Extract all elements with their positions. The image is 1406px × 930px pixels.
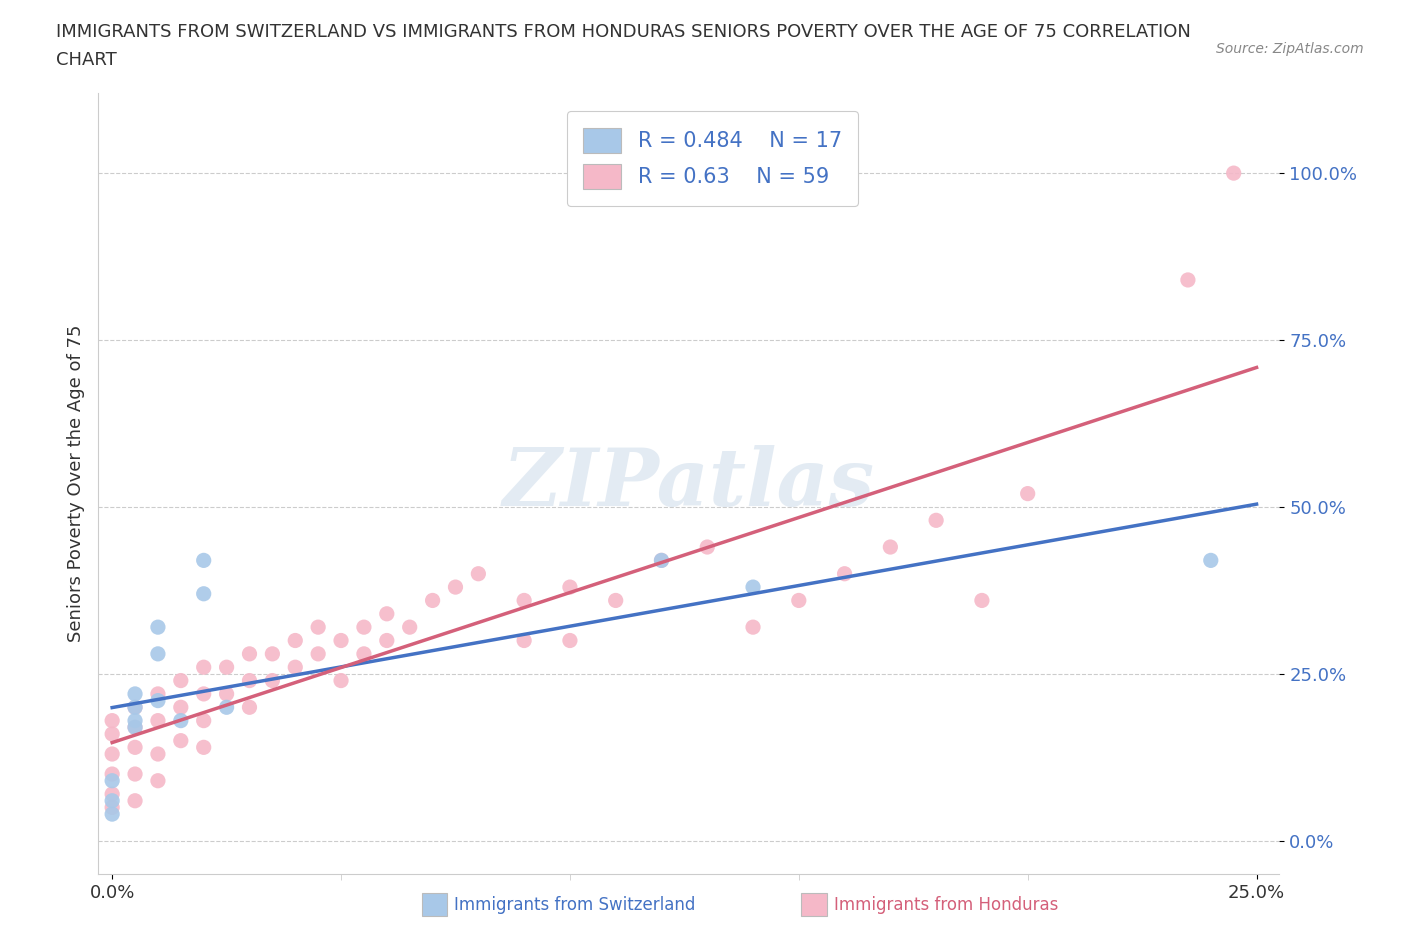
Legend: R = 0.484    N = 17, R = 0.63    N = 59: R = 0.484 N = 17, R = 0.63 N = 59: [567, 112, 859, 206]
Point: [398, 619, 420, 634]
Point: [375, 606, 398, 621]
Point: [101, 787, 124, 802]
Point: [193, 686, 215, 701]
Point: [742, 619, 765, 634]
Point: [146, 686, 169, 701]
Point: [215, 700, 238, 715]
Point: [146, 713, 169, 728]
Point: [444, 579, 467, 594]
Point: [124, 713, 146, 728]
Point: [787, 593, 810, 608]
Point: [101, 773, 124, 788]
Point: [307, 619, 329, 634]
Point: [146, 773, 169, 788]
Point: [193, 586, 215, 601]
Point: [650, 553, 672, 568]
Point: [101, 726, 124, 741]
Point: [353, 646, 375, 661]
Point: [1177, 272, 1199, 287]
Point: [513, 593, 536, 608]
Point: [1222, 166, 1244, 180]
Point: [101, 793, 124, 808]
Point: [330, 673, 353, 688]
Point: [193, 659, 215, 674]
Point: [284, 633, 307, 648]
Text: Immigrants from Honduras: Immigrants from Honduras: [834, 896, 1059, 914]
Point: [101, 713, 124, 728]
Point: [124, 720, 146, 735]
Point: [307, 646, 329, 661]
Point: [238, 700, 260, 715]
Point: [353, 619, 375, 634]
Text: IMMIGRANTS FROM SWITZERLAND VS IMMIGRANTS FROM HONDURAS SENIORS POVERTY OVER THE: IMMIGRANTS FROM SWITZERLAND VS IMMIGRANT…: [56, 23, 1191, 41]
Point: [124, 686, 146, 701]
Y-axis label: Seniors Poverty Over the Age of 75: Seniors Poverty Over the Age of 75: [66, 325, 84, 643]
Point: [696, 539, 718, 554]
Point: [124, 766, 146, 781]
Point: [101, 766, 124, 781]
Point: [215, 659, 238, 674]
Point: [262, 646, 284, 661]
Point: [146, 646, 169, 661]
Point: [834, 566, 856, 581]
Point: [124, 793, 146, 808]
Point: [101, 800, 124, 815]
Point: [650, 553, 672, 568]
Point: [146, 693, 169, 708]
Point: [330, 633, 353, 648]
Point: [124, 720, 146, 735]
Point: [422, 593, 444, 608]
Point: [238, 646, 260, 661]
Point: [970, 593, 993, 608]
Point: [1199, 553, 1222, 568]
Point: [558, 579, 581, 594]
Point: [925, 512, 948, 527]
Text: Immigrants from Switzerland: Immigrants from Switzerland: [454, 896, 696, 914]
Point: [101, 806, 124, 821]
Point: [1017, 486, 1039, 501]
Point: [124, 700, 146, 715]
Point: [193, 553, 215, 568]
Point: [146, 619, 169, 634]
Point: [238, 673, 260, 688]
Point: [124, 740, 146, 755]
Point: [879, 539, 901, 554]
Point: [262, 673, 284, 688]
Point: [170, 713, 193, 728]
Point: [170, 673, 193, 688]
Point: [605, 593, 627, 608]
Text: CHART: CHART: [56, 51, 117, 69]
Point: [513, 633, 536, 648]
Point: [170, 700, 193, 715]
Point: [193, 713, 215, 728]
Point: [193, 740, 215, 755]
Text: Source: ZipAtlas.com: Source: ZipAtlas.com: [1216, 42, 1364, 56]
Point: [467, 566, 489, 581]
Point: [170, 733, 193, 748]
Point: [124, 700, 146, 715]
Point: [284, 659, 307, 674]
Point: [215, 686, 238, 701]
Text: ZIPatlas: ZIPatlas: [503, 445, 875, 523]
Point: [101, 747, 124, 762]
Point: [558, 633, 581, 648]
Point: [375, 633, 398, 648]
Point: [146, 747, 169, 762]
Point: [742, 579, 765, 594]
